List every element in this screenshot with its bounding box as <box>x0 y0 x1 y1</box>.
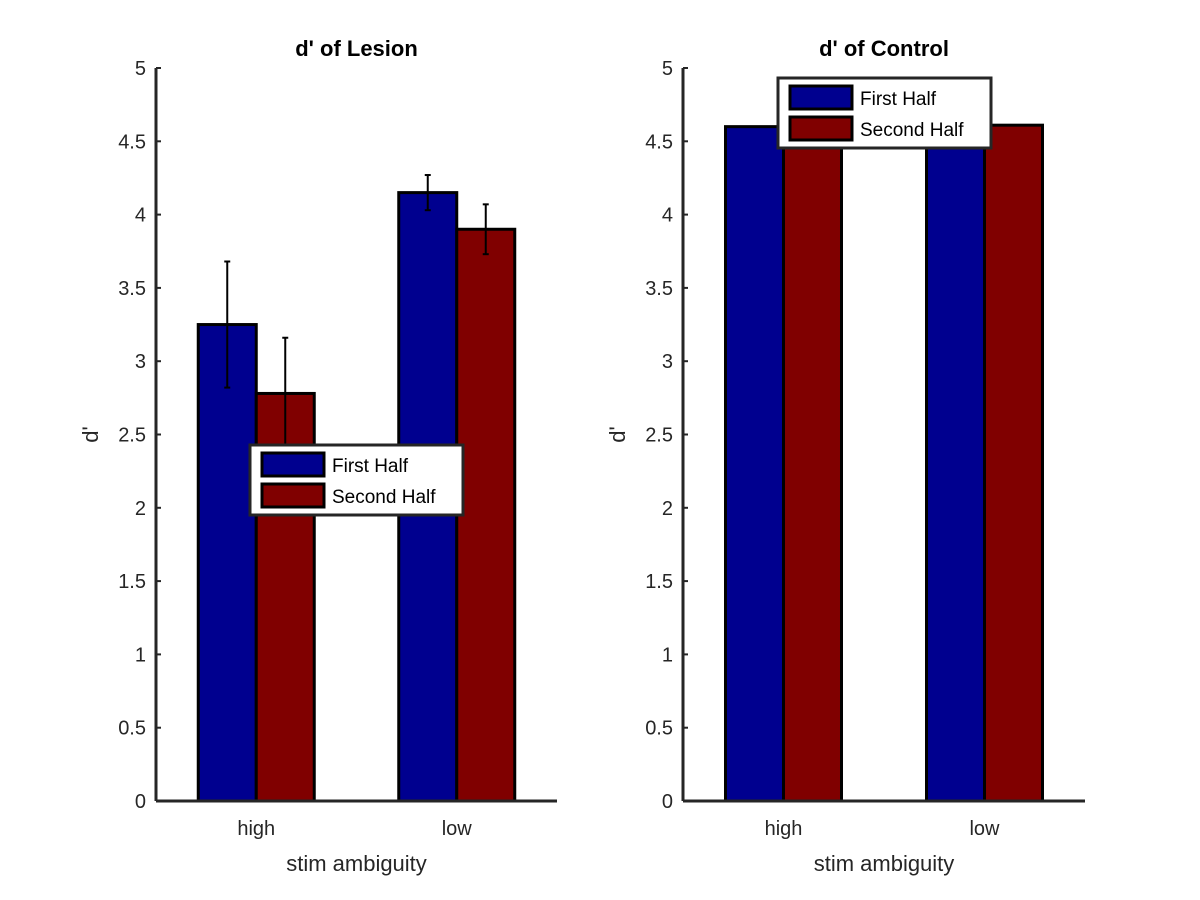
y-tick-label: 2 <box>135 498 146 520</box>
chart-panel-1: 0 0.5 1 1.5 2 2.5 3 3.5 4 4.5 5 high low stim ambigui… <box>78 36 557 876</box>
legend-label: First Half <box>332 456 409 477</box>
x-axis-label: stim ambiguity <box>814 851 955 876</box>
y-tick-label: 3 <box>662 351 673 373</box>
bar <box>983 123 1044 803</box>
y-tick-label: 4.5 <box>118 131 146 153</box>
bar <box>724 125 785 803</box>
y-tick-label: 2.5 <box>645 425 673 447</box>
chart-panel-2: 0 0.5 1 1.5 2 2.5 3 3.5 4 4.5 5 high low stim ambigui… <box>605 36 1085 876</box>
y-tick-label: 5 <box>135 58 146 80</box>
legend-label: First Half <box>860 89 937 110</box>
y-tick-label: 0 <box>135 791 146 813</box>
y-tick-label: 1 <box>662 644 673 666</box>
x-axis-label: stim ambiguity <box>286 851 427 876</box>
x-tick-label: low <box>969 818 1000 840</box>
y-tick-label: 0 <box>662 791 673 813</box>
y-tick-label: 1.5 <box>645 571 673 593</box>
legend-swatch <box>260 482 326 509</box>
bar <box>925 125 986 803</box>
x-tick-label: low <box>442 818 473 840</box>
y-tick-label: 3.5 <box>118 278 146 300</box>
legend: First Half Second Half <box>776 76 993 150</box>
legend-swatch <box>260 451 326 478</box>
x-tick-label: high <box>765 818 803 840</box>
bar <box>455 227 517 803</box>
y-tick-label: 3.5 <box>645 278 673 300</box>
legend-swatch <box>788 115 854 142</box>
y-tick-label: 0.5 <box>118 718 146 740</box>
chart-title: d' of Control <box>819 36 949 61</box>
y-tick-label: 2.5 <box>118 425 146 447</box>
y-tick-label: 4 <box>662 205 673 227</box>
y-tick-label: 2 <box>662 498 673 520</box>
legend-label: Second Half <box>860 120 964 141</box>
y-tick-label: 4.5 <box>645 131 673 153</box>
y-tick-label: 0.5 <box>645 718 673 740</box>
y-tick-label: 1 <box>135 644 146 666</box>
y-tick-label: 5 <box>662 58 673 80</box>
y-tick-label: 1.5 <box>118 571 146 593</box>
legend: First Half Second Half <box>248 443 465 517</box>
legend-swatch <box>788 84 854 111</box>
bar <box>196 323 258 803</box>
bar <box>782 123 843 803</box>
y-tick-label: 4 <box>135 205 146 227</box>
y-tick-label: 3 <box>135 351 146 373</box>
legend-label: Second Half <box>332 487 436 508</box>
x-tick-label: high <box>237 818 275 840</box>
y-axis-label: d' <box>78 426 103 442</box>
y-axis-label: d' <box>605 426 630 442</box>
chart-title: d' of Lesion <box>295 36 418 61</box>
